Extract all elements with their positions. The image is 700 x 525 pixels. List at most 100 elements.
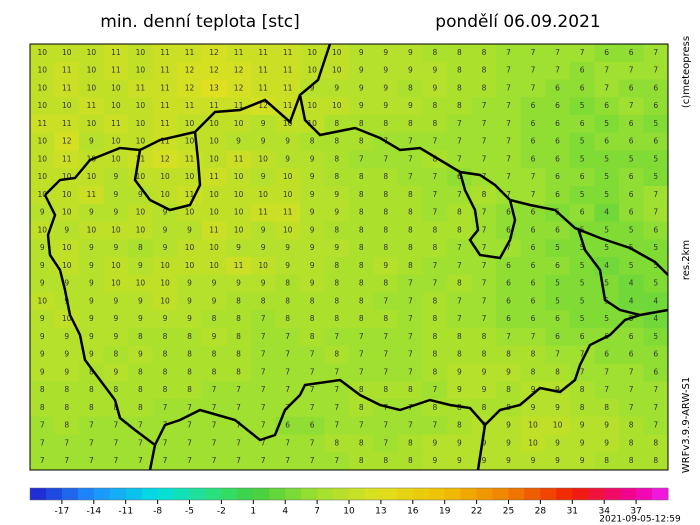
grid-value: 10 [111,154,121,163]
grid-cell [398,221,424,240]
grid-cell [618,115,644,134]
grid-value: 7 [310,367,315,376]
resolution: res.2km [681,240,692,280]
grid-cell [128,399,154,418]
colorbar-segment [396,488,414,500]
grid-cell [520,79,546,98]
grid-cell [103,132,129,151]
grid-cell [226,203,252,222]
grid-value: 10 [234,172,244,181]
grid-value: 12 [209,66,219,75]
colorbar-segment [508,488,525,500]
grid-cell [177,381,203,400]
grid-value: 6 [555,101,560,110]
grid-cell [177,44,203,63]
grid-cell [54,79,80,98]
grid-value: 9 [310,225,315,234]
grid-value: 8 [359,279,364,288]
grid-cell [398,434,424,453]
grid-value: 8 [334,279,339,288]
grid-cell [569,168,595,187]
grid-value: 9 [138,350,143,359]
grid-cell [324,328,350,347]
grid-cell [643,328,669,347]
grid-cell [275,274,301,293]
grid-cell [618,79,644,98]
grid-value: 7 [506,66,511,75]
grid-value: 5 [629,225,634,234]
colorbar-tick-label: 10 [343,507,355,517]
grid-value: 8 [432,48,437,57]
grid-cell [545,186,571,205]
grid-cell [373,416,399,435]
grid-cell [496,221,522,240]
colorbar-segment [652,488,669,500]
grid-value: 10 [37,66,47,75]
grid-value: 9 [408,101,413,110]
grid-value: 9 [285,154,290,163]
grid-value: 7 [531,66,536,75]
grid-cell [275,292,301,311]
grid-cell [422,274,448,293]
grid-cell [545,257,571,276]
grid-cell [152,345,178,364]
grid-value: 9 [604,438,609,447]
grid-cell [299,132,325,151]
grid-cell [275,434,301,453]
grid-cell [520,381,546,400]
grid-value: 7 [89,438,94,447]
grid-cell [520,168,546,187]
grid-value: 8 [187,367,192,376]
grid-cell [324,274,350,293]
timestamp: 2021-09-05-12:59 [599,515,681,525]
grid-cell [226,132,252,151]
grid-value: 9 [531,403,536,412]
grid-cell [349,399,375,418]
grid-value: 9 [40,279,45,288]
grid-cell [618,345,644,364]
grid-value: 11 [160,66,170,75]
grid-value: 7 [457,261,462,270]
grid-value: 9 [113,332,118,341]
grid-value: 6 [531,154,536,163]
grid-cell [594,452,620,471]
grid-value: 6 [506,314,511,323]
grid-value: 7 [187,456,192,465]
grid-value: 6 [555,225,560,234]
grid-cell [299,345,325,364]
grid-cell [79,168,105,187]
grid-cell [398,257,424,276]
grid-value: 10 [136,66,146,75]
grid-value: 9 [506,367,511,376]
grid-cell [54,345,80,364]
grid-cell [349,363,375,382]
grid-cell [496,61,522,80]
grid-value: 5 [580,137,585,146]
grid-value: 8 [457,48,462,57]
grid-value: 7 [89,421,94,430]
grid-value: 8 [359,456,364,465]
grid-cell [250,150,276,169]
grid-cell [201,292,227,311]
grid-cell [54,363,80,382]
grid-cell [54,221,80,240]
colorbar-segment [476,488,494,500]
grid-value: 6 [629,332,634,341]
grid-value: 8 [310,314,315,323]
grid-value: 6 [506,225,511,234]
grid-value: 7 [285,367,290,376]
grid-cell [275,203,301,222]
grid-cell [250,168,276,187]
grid-value: 8 [64,385,69,394]
grid-cell [422,97,448,116]
grid-cell [520,274,546,293]
grid-value: 7 [261,403,266,412]
grid-value: 7 [383,350,388,359]
grid-value: 10 [283,119,293,128]
grid-cell [79,399,105,418]
grid-cell [299,239,325,258]
grid-value: 8 [334,296,339,305]
grid-cell [128,97,154,116]
grid-cell [177,452,203,471]
grid-cell [177,239,203,258]
